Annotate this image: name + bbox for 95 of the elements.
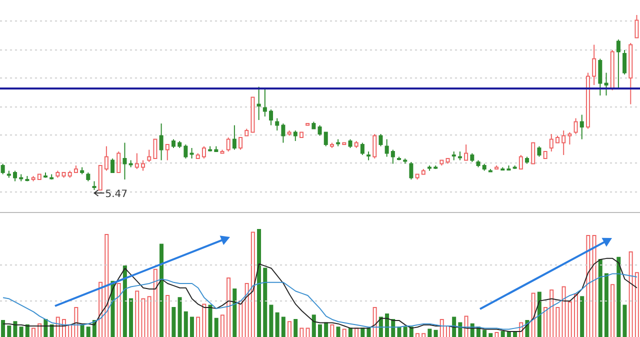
candlestick [269, 109, 274, 126]
candlestick [202, 146, 206, 159]
annotation: 5.47 [105, 189, 128, 200]
bar [190, 316, 194, 337]
candlestick [568, 132, 572, 145]
bar [281, 316, 286, 337]
bar [208, 304, 212, 337]
bar [7, 326, 12, 337]
candlestick [13, 170, 18, 182]
bar [318, 324, 322, 337]
bar [122, 266, 127, 337]
candlestick [390, 149, 395, 164]
bar [604, 273, 608, 337]
bar [397, 326, 402, 337]
candlestick [153, 138, 158, 159]
bar [129, 298, 134, 337]
candlestick [384, 138, 389, 158]
candlestick [360, 142, 364, 156]
bar [324, 322, 328, 337]
candlestick [604, 72, 608, 96]
bar [348, 328, 352, 337]
candlestick [122, 142, 127, 180]
candlestick [598, 58, 602, 96]
bar [580, 296, 584, 337]
candlestick [531, 142, 536, 164]
candlestick [238, 137, 243, 150]
bar [500, 330, 505, 337]
candlestick [293, 130, 298, 142]
bar [232, 288, 237, 337]
candlestick [574, 118, 578, 134]
bar [257, 229, 262, 337]
candlestick [622, 50, 627, 75]
bar [428, 328, 432, 337]
bar [19, 326, 24, 337]
candlestick [256, 86, 261, 120]
bar [294, 318, 298, 337]
bar [434, 330, 438, 337]
candlestick [616, 39, 620, 89]
candlestick [409, 162, 414, 180]
candlestick [104, 146, 108, 172]
bar [488, 333, 493, 337]
bar [409, 326, 414, 337]
bar [360, 328, 365, 337]
candlestick [318, 124, 322, 136]
bar [44, 318, 48, 337]
candlestick [324, 132, 328, 147]
bar [458, 322, 462, 337]
candlestick [147, 149, 152, 162]
candlestick [134, 152, 139, 170]
candlestick [226, 137, 230, 152]
bar [25, 324, 30, 337]
candlestick [232, 124, 236, 150]
bar [184, 311, 188, 337]
candlestick [580, 114, 584, 140]
candlestick [110, 158, 115, 173]
bar [622, 304, 627, 337]
bar [336, 326, 340, 337]
bar [275, 312, 280, 337]
candlestick [281, 123, 286, 144]
candlestick [518, 154, 523, 170]
candlestick [549, 134, 554, 152]
bar [312, 314, 316, 337]
bar [537, 292, 542, 337]
bar [86, 326, 90, 337]
bar [50, 324, 54, 337]
bar [269, 304, 274, 337]
bar [482, 330, 487, 337]
candlestick [141, 160, 146, 172]
bar [160, 244, 164, 337]
bar [403, 326, 408, 337]
bar [80, 324, 84, 337]
candlestick [184, 144, 188, 159]
bar [178, 297, 182, 337]
candlestick [592, 44, 596, 86]
bar [214, 318, 218, 337]
candlestick [562, 130, 566, 156]
candlestick [372, 134, 377, 159]
bar [385, 314, 390, 337]
candlestick [0, 163, 5, 175]
candlestick [262, 88, 267, 117]
bar [263, 268, 268, 337]
bar [1, 320, 6, 337]
bar [598, 259, 602, 337]
candlestick [159, 123, 164, 161]
bar [616, 256, 621, 337]
candlestick [165, 144, 170, 161]
candlestick [190, 148, 194, 159]
candlestick [378, 134, 383, 147]
bar [172, 306, 176, 337]
bar [13, 321, 18, 337]
candlestick [464, 144, 468, 161]
candlestick [275, 118, 280, 131]
candlestick [116, 151, 121, 173]
candlestick [537, 146, 542, 158]
bar [366, 328, 371, 337]
